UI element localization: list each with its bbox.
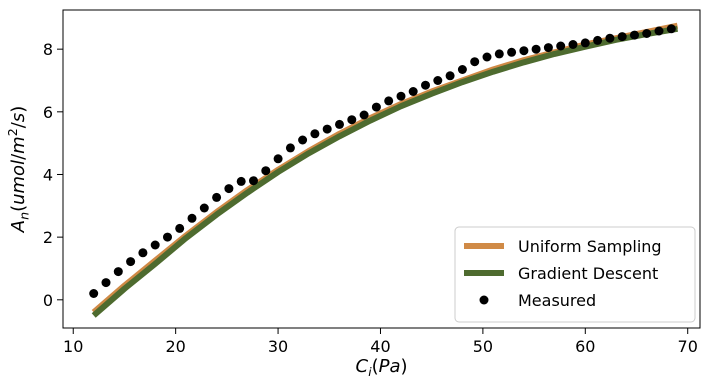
legend-label-gradient-descent: Gradient Descent	[518, 264, 658, 283]
data-point-measured	[347, 115, 357, 125]
data-point-measured	[519, 46, 529, 56]
data-point-measured	[285, 143, 295, 153]
axes: 10 20 30 40 50 60 70 0 2 4 6 8 Ci(Pa) An(umol/m2/s)	[5, 9, 701, 376]
legend-swatch-measured	[479, 295, 489, 305]
data-point-measured	[163, 232, 172, 242]
data-point-measured	[568, 40, 578, 49]
data-point-measured	[150, 240, 160, 250]
series-line-gradient-descent	[91, 25, 679, 318]
data-point-measured	[187, 213, 197, 223]
data-point-measured	[359, 110, 369, 120]
data-point-measured	[482, 52, 492, 62]
y-tick-label: 2	[43, 228, 53, 247]
x-tick-label: 30	[268, 337, 288, 356]
data-point-measured	[494, 49, 504, 59]
data-point-measured	[224, 184, 234, 194]
data-point-measured	[175, 223, 185, 233]
y-axis-label: An(umol/m2/s)	[5, 106, 32, 233]
data-point-measured	[396, 91, 406, 101]
data-point-measured	[531, 44, 541, 54]
data-point-measured	[261, 166, 271, 176]
data-point-measured	[421, 80, 430, 90]
data-point-measured	[335, 119, 344, 129]
data-point-measured	[384, 96, 394, 106]
x-tick-label: 40	[370, 337, 390, 356]
data-point-measured	[580, 38, 590, 48]
data-point-measured	[433, 76, 443, 85]
data-point-measured	[249, 176, 258, 186]
data-point-measured	[101, 278, 111, 288]
data-point-measured	[212, 192, 222, 202]
data-point-measured	[457, 65, 467, 74]
data-point-measured	[310, 129, 320, 139]
x-tick-label: 50	[473, 337, 493, 356]
data-point-measured	[605, 33, 615, 43]
plot-area	[89, 22, 679, 318]
data-point-measured	[617, 32, 627, 42]
data-point-measured	[654, 26, 664, 36]
data-point-measured	[445, 71, 455, 81]
y-tick-label: 6	[43, 103, 53, 122]
data-point-measured	[408, 87, 418, 96]
data-point-measured	[138, 248, 148, 258]
data-point-measured	[126, 257, 136, 267]
data-point-measured	[470, 57, 480, 67]
data-point-measured	[199, 203, 209, 213]
x-tick-label: 20	[165, 337, 185, 356]
data-point-measured	[630, 30, 639, 40]
y-tick-label: 4	[43, 165, 53, 184]
x-tick-label: 70	[678, 337, 698, 356]
y-tick-label: 0	[43, 291, 53, 310]
data-point-measured	[113, 267, 123, 277]
data-point-measured	[298, 135, 308, 145]
data-point-measured	[89, 289, 99, 298]
legend: Uniform Sampling Gradient Descent Measured	[454, 226, 696, 323]
legend-box	[454, 226, 696, 323]
data-point-measured	[666, 24, 676, 34]
x-tick-label: 60	[575, 337, 595, 356]
data-point-measured	[593, 35, 603, 45]
data-point-measured	[642, 29, 652, 38]
legend-label-uniform-sampling: Uniform Sampling	[518, 237, 662, 256]
y-tick-label: 8	[43, 40, 53, 59]
legend-label-measured: Measured	[518, 291, 596, 310]
x-axis-label: Ci(Pa)	[355, 356, 407, 376]
data-point-measured	[273, 154, 283, 164]
data-point-measured	[322, 124, 332, 134]
data-point-measured	[236, 176, 246, 186]
data-point-measured	[543, 43, 553, 53]
data-point-measured	[507, 47, 517, 57]
data-point-measured	[371, 102, 381, 112]
plot-frame	[62, 9, 701, 329]
x-tick-label: 10	[63, 337, 83, 356]
data-point-measured	[556, 41, 566, 51]
